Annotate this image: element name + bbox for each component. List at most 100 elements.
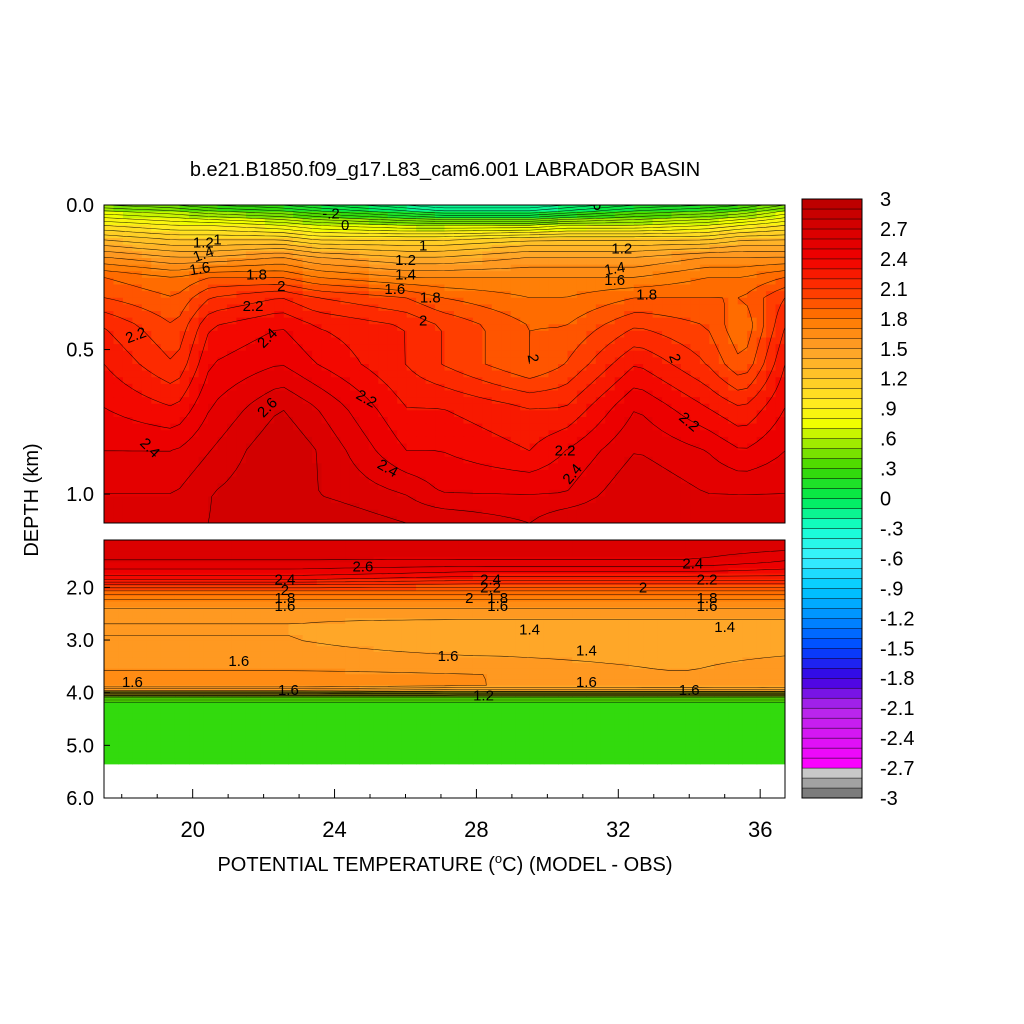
heat-cell	[226, 350, 238, 358]
heat-cell	[756, 623, 772, 631]
heat-cell	[255, 436, 266, 445]
heat-cell	[472, 679, 488, 687]
heat-cell	[572, 573, 587, 580]
heat-cell	[113, 377, 124, 385]
heat-cell	[283, 251, 294, 259]
heat-cell	[714, 674, 729, 681]
heat-cell	[453, 463, 465, 471]
heat-cell	[652, 211, 663, 219]
heat-cell	[245, 663, 261, 670]
heat-cell	[179, 516, 190, 523]
heat-cell	[586, 370, 597, 378]
heat-cell	[709, 311, 720, 319]
heat-cell	[567, 423, 578, 431]
heat-cell	[208, 496, 219, 504]
heat-cell	[510, 218, 521, 226]
heat-cell	[198, 311, 209, 319]
heat-cell	[671, 646, 687, 653]
heat-cell	[453, 277, 465, 286]
heat-cell	[756, 238, 767, 246]
heat-cell	[321, 483, 332, 491]
heat-cell	[685, 629, 701, 636]
heat-cell	[685, 567, 701, 575]
heat-cell	[245, 397, 256, 405]
heat-cell	[728, 251, 739, 259]
heat-cell	[756, 579, 772, 586]
heat-cell	[458, 579, 474, 586]
heat-cell	[321, 423, 332, 431]
heat-cell	[274, 324, 285, 332]
heat-cell	[104, 646, 119, 653]
heat-cell	[539, 324, 550, 332]
heat-cell	[331, 218, 342, 226]
heat-cell	[226, 503, 238, 511]
heat-cell	[174, 590, 190, 597]
heat-cell	[160, 443, 171, 451]
heat-cell	[510, 304, 521, 312]
heat-cell	[775, 264, 785, 272]
heat-cell	[425, 271, 436, 279]
heat-cell	[756, 707, 772, 715]
heat-cell	[529, 403, 540, 411]
heat-cell	[378, 350, 389, 358]
heat-cell	[671, 509, 682, 517]
heat-cell	[368, 417, 379, 425]
heat-cell	[699, 370, 710, 378]
upper-panel-frame	[103, 204, 786, 524]
heat-cell	[236, 271, 247, 279]
heat-cell	[160, 297, 171, 305]
heat-cell	[718, 489, 729, 498]
heat-cell	[406, 224, 417, 233]
heat-cell	[331, 567, 346, 575]
heat-cell	[472, 324, 483, 332]
heat-cell	[113, 403, 124, 411]
heat-cell	[217, 679, 233, 687]
heat-cell	[747, 383, 758, 392]
heat-cell	[387, 651, 403, 659]
heat-cell	[160, 304, 171, 312]
heat-cell	[198, 489, 209, 498]
heat-cell	[255, 463, 266, 471]
heat-cell	[387, 244, 398, 252]
heat-cell	[714, 612, 729, 619]
heat-cell	[709, 470, 720, 478]
heat-cell	[397, 350, 408, 358]
heat-cell	[321, 231, 332, 239]
heat-cell	[539, 297, 550, 305]
heat-cell	[430, 579, 446, 586]
heat-cell	[359, 417, 370, 425]
heat-cell	[198, 304, 209, 312]
heat-cell	[302, 573, 318, 580]
heat-cell	[151, 443, 162, 451]
heat-cell	[122, 370, 133, 378]
heat-cell	[770, 595, 785, 603]
heat-cell	[430, 668, 446, 675]
heat-cell	[203, 607, 219, 614]
heat-cell	[586, 674, 602, 681]
heat-cell	[491, 509, 502, 517]
heat-cell	[595, 483, 606, 491]
heat-cell	[662, 463, 673, 471]
heat-cell	[198, 238, 209, 246]
heat-cell	[444, 657, 460, 664]
heat-cell	[104, 364, 115, 372]
heat-cell	[170, 264, 181, 272]
heat-cell	[430, 685, 446, 692]
heat-cell	[643, 579, 658, 586]
heat-cell	[714, 702, 729, 709]
heat-cell	[709, 330, 720, 339]
heat-cell	[198, 383, 209, 392]
heat-cell	[539, 423, 550, 431]
heat-cell	[368, 304, 379, 312]
heat-cell	[378, 324, 389, 332]
heat-cell	[747, 364, 758, 372]
heat-cell	[321, 489, 332, 498]
heat-cell	[529, 668, 545, 675]
heat-cell	[274, 562, 290, 569]
heat-cell	[510, 330, 521, 339]
heat-cell	[122, 244, 133, 252]
heat-cell	[132, 291, 143, 299]
heat-cell	[141, 317, 152, 325]
heat-cell	[345, 551, 360, 558]
heat-cell	[690, 218, 701, 226]
